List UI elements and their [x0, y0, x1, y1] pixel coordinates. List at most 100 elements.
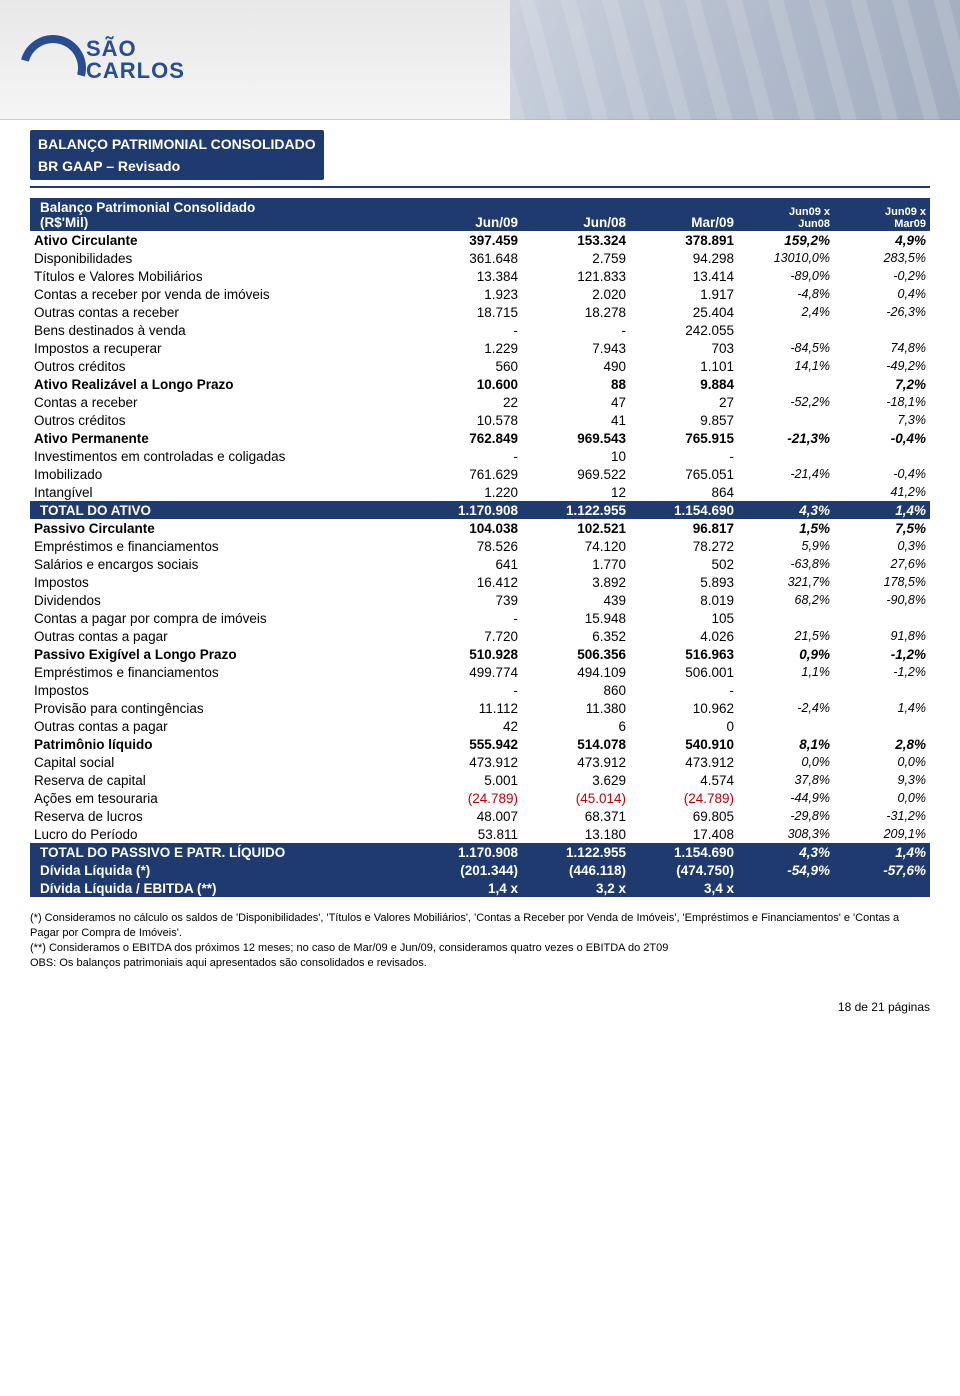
table-cell: 1,1% [738, 663, 834, 681]
table-cell: 765.915 [630, 429, 738, 447]
table-cell: 7.943 [522, 339, 630, 357]
table-cell: 7,2% [834, 375, 930, 393]
table-cell: Empréstimos e financiamentos [30, 663, 414, 681]
table-cell [834, 321, 930, 339]
table-cell: -0,4% [834, 429, 930, 447]
table-cell: 308,3% [738, 825, 834, 843]
table-cell: 473.912 [630, 753, 738, 771]
table-cell: (201.344) [414, 861, 522, 879]
table-cell: (474.750) [630, 861, 738, 879]
table-cell [738, 717, 834, 735]
section-underline [30, 186, 930, 188]
table-cell: 3.892 [522, 573, 630, 591]
table-cell: Contas a pagar por compra de imóveis [30, 609, 414, 627]
table-cell: 21,5% [738, 627, 834, 645]
table-cell: 4,3% [738, 501, 834, 519]
table-cell: Passivo Exigível a Longo Prazo [30, 645, 414, 663]
table-cell: 3,2 x [522, 879, 630, 897]
table-cell: 12 [522, 483, 630, 501]
table-cell: 78.526 [414, 537, 522, 555]
table-cell: -90,8% [834, 591, 930, 609]
col-header-label: Balanço Patrimonial Consolidado (R$'Mil) [30, 198, 414, 231]
table-cell: 4,3% [738, 843, 834, 861]
table-cell: 17.408 [630, 825, 738, 843]
header-title-l2: (R$'Mil) [40, 215, 88, 230]
table-row: Contas a pagar por compra de imóveis-15.… [30, 609, 930, 627]
table-cell: Dívida Líquida / EBITDA (**) [30, 879, 414, 897]
table-row: Reserva de capital5.0013.6294.57437,8%9,… [30, 771, 930, 789]
table-cell: Bens destinados à venda [30, 321, 414, 339]
table-cell: 27,6% [834, 555, 930, 573]
table-cell: 2.759 [522, 249, 630, 267]
table-cell: Intangível [30, 483, 414, 501]
table-cell [834, 717, 930, 735]
table-cell: 739 [414, 591, 522, 609]
pct1-l1: Jun09 x [742, 206, 830, 218]
table-cell: Imobilizado [30, 465, 414, 483]
table-row: Outros créditos5604901.10114,1%-49,2% [30, 357, 930, 375]
table-row: Capital social473.912473.912473.9120,0%0… [30, 753, 930, 771]
table-row: Outras contas a receber18.71518.27825.40… [30, 303, 930, 321]
table-cell: 10.600 [414, 375, 522, 393]
table-cell: 516.963 [630, 645, 738, 663]
table-cell: 510.928 [414, 645, 522, 663]
section-title-wrap: BALANÇO PATRIMONIAL CONSOLIDADO BR GAAP … [30, 130, 324, 180]
table-cell: 25.404 [630, 303, 738, 321]
table-cell: 7,3% [834, 411, 930, 429]
table-row: Outros créditos10.578419.8577,3% [30, 411, 930, 429]
table-cell: 0,0% [834, 753, 930, 771]
table-cell: Lucro do Período [30, 825, 414, 843]
table-cell: 378.891 [630, 231, 738, 249]
table-cell: 13.414 [630, 267, 738, 285]
table-cell: 13.384 [414, 267, 522, 285]
table-row: Contas a receber por venda de imóveis1.9… [30, 285, 930, 303]
table-cell: -29,8% [738, 807, 834, 825]
table-row: Impostos-860- [30, 681, 930, 699]
table-cell: 74.120 [522, 537, 630, 555]
table-row: Reserva de lucros48.00768.37169.805-29,8… [30, 807, 930, 825]
table-cell: 102.521 [522, 519, 630, 537]
table-cell: 3,4 x [630, 879, 738, 897]
pct2-l1: Jun09 x [838, 206, 926, 218]
table-cell: 209,1% [834, 825, 930, 843]
table-cell: 7,5% [834, 519, 930, 537]
table-cell: (24.789) [414, 789, 522, 807]
table-cell: -26,3% [834, 303, 930, 321]
table-row: Ativo Circulante397.459153.324378.891159… [30, 231, 930, 249]
table-cell: 1.101 [630, 357, 738, 375]
table-cell: 153.324 [522, 231, 630, 249]
table-cell: 5,9% [738, 537, 834, 555]
table-cell: 1,4% [834, 501, 930, 519]
table-header-row: Balanço Patrimonial Consolidado (R$'Mil)… [30, 198, 930, 231]
table-cell: 1,5% [738, 519, 834, 537]
table-cell: 7.720 [414, 627, 522, 645]
table-row: Investimentos em controladas e coligadas… [30, 447, 930, 465]
table-cell: 9,3% [834, 771, 930, 789]
table-cell: 506.001 [630, 663, 738, 681]
table-cell: 41 [522, 411, 630, 429]
table-cell: - [414, 681, 522, 699]
footnotes: (*) Consideramos no cálculo os saldos de… [30, 911, 930, 970]
table-cell: 560 [414, 357, 522, 375]
table-cell [738, 483, 834, 501]
table-cell: 2,4% [738, 303, 834, 321]
table-cell: 361.648 [414, 249, 522, 267]
table-cell: 1.923 [414, 285, 522, 303]
table-cell: TOTAL DO PASSIVO E PATR. LÍQUIDO [30, 843, 414, 861]
table-cell: 3.629 [522, 771, 630, 789]
table-cell: Outras contas a receber [30, 303, 414, 321]
table-row: Passivo Exigível a Longo Prazo510.928506… [30, 645, 930, 663]
table-cell: 765.051 [630, 465, 738, 483]
banner-photo [510, 0, 960, 120]
table-cell [738, 321, 834, 339]
table-row: Disponibilidades361.6482.75994.29813010,… [30, 249, 930, 267]
table-row: Dividendos7394398.01968,2%-90,8% [30, 591, 930, 609]
table-row: Dívida Líquida (*)(201.344)(446.118)(474… [30, 861, 930, 879]
table-cell: 10 [522, 447, 630, 465]
footnote-1: (*) Consideramos no cálculo os saldos de… [30, 911, 930, 941]
footnote-2: (**) Consideramos o EBITDA dos próximos … [30, 941, 930, 956]
page-number: 18 de 21 páginas [30, 1000, 930, 1014]
table-cell: Salários e encargos sociais [30, 555, 414, 573]
table-cell: Ativo Permanente [30, 429, 414, 447]
table-cell: 4,9% [834, 231, 930, 249]
